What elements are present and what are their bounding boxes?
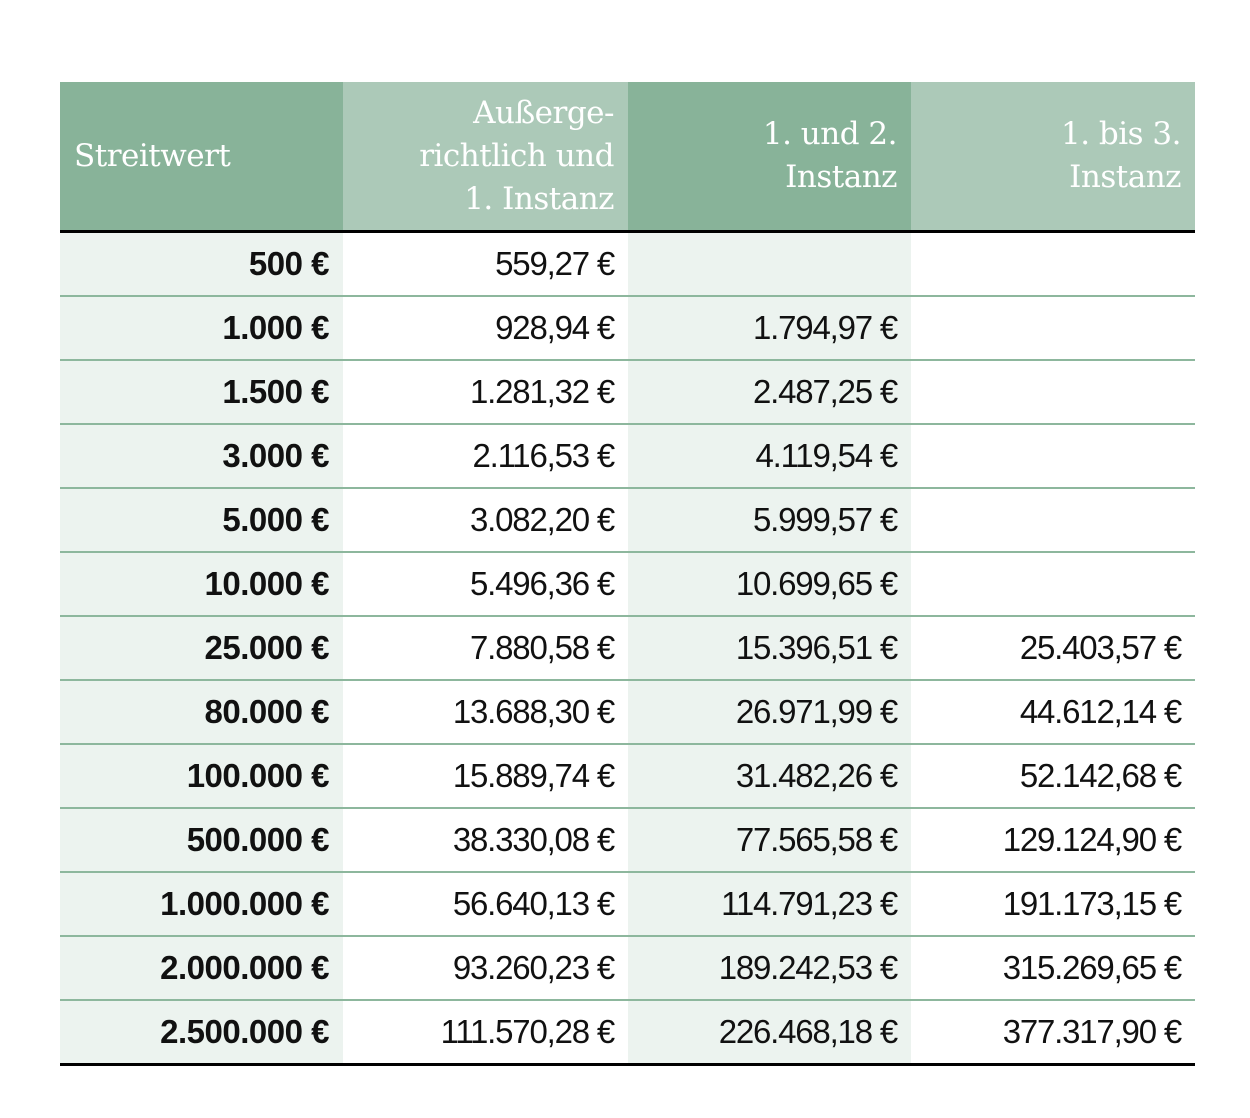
instanz-1-2-cell: 10.699,65 € xyxy=(628,552,911,617)
streitwert-cell: 1.000 € xyxy=(60,296,343,361)
streitwert-cell: 80.000 € xyxy=(60,680,343,745)
table-row: 80.000 €13.688,30 €26.971,99 €44.612,14 … xyxy=(60,680,1195,745)
instanz-1-2-cell: 114.791,23 € xyxy=(628,872,911,937)
instanz-1-3-cell: 191.173,15 € xyxy=(911,872,1195,937)
aussergerichtlich-cell: 7.880,58 € xyxy=(343,616,628,681)
cost-table: Streitwert Außerge- richtlich und 1. Ins… xyxy=(60,82,1195,1066)
instanz-1-3-cell xyxy=(911,231,1195,297)
table-row: 1.000.000 €56.640,13 €114.791,23 €191.17… xyxy=(60,872,1195,937)
table-row: 5.000 €3.082,20 €5.999,57 € xyxy=(60,488,1195,553)
header-row: Streitwert Außerge- richtlich und 1. Ins… xyxy=(60,82,1195,233)
aussergerichtlich-cell: 111.570,28 € xyxy=(343,1000,628,1066)
table-row: 500.000 €38.330,08 €77.565,58 €129.124,9… xyxy=(60,808,1195,873)
aussergerichtlich-cell: 38.330,08 € xyxy=(343,808,628,873)
streitwert-cell: 3.000 € xyxy=(60,424,343,489)
instanz-1-2-cell xyxy=(628,231,911,297)
streitwert-cell: 2.500.000 € xyxy=(60,1000,343,1066)
aussergerichtlich-cell: 559,27 € xyxy=(343,231,628,297)
streitwert-cell: 10.000 € xyxy=(60,552,343,617)
aussergerichtlich-cell: 13.688,30 € xyxy=(343,680,628,745)
table-row: 2.000.000 €93.260,23 €189.242,53 €315.26… xyxy=(60,936,1195,1001)
streitwert-cell: 5.000 € xyxy=(60,488,343,553)
instanz-1-2-cell: 189.242,53 € xyxy=(628,936,911,1001)
instanz-1-2-cell: 77.565,58 € xyxy=(628,808,911,873)
instanz-1-3-cell: 315.269,65 € xyxy=(911,936,1195,1001)
instanz-1-3-cell: 25.403,57 € xyxy=(911,616,1195,681)
table-row: 100.000 €15.889,74 €31.482,26 €52.142,68… xyxy=(60,744,1195,809)
aussergerichtlich-cell: 2.116,53 € xyxy=(343,424,628,489)
header-aussergerichtlich: Außerge- richtlich und 1. Instanz xyxy=(343,82,628,233)
header-instanz-1-2: 1. und 2. Instanz xyxy=(628,82,911,233)
streitwert-cell: 500 € xyxy=(60,231,343,297)
header-streitwert: Streitwert xyxy=(60,82,343,233)
aussergerichtlich-cell: 15.889,74 € xyxy=(343,744,628,809)
instanz-1-3-cell: 377.317,90 € xyxy=(911,1000,1195,1066)
table-row: 25.000 €7.880,58 €15.396,51 €25.403,57 € xyxy=(60,616,1195,681)
instanz-1-2-cell: 15.396,51 € xyxy=(628,616,911,681)
instanz-1-3-cell xyxy=(911,360,1195,425)
table-row: 500 €559,27 € xyxy=(60,231,1195,297)
instanz-1-3-cell: 52.142,68 € xyxy=(911,744,1195,809)
instanz-1-2-cell: 1.794,97 € xyxy=(628,296,911,361)
instanz-1-3-cell xyxy=(911,424,1195,489)
instanz-1-2-cell: 26.971,99 € xyxy=(628,680,911,745)
instanz-1-2-cell: 31.482,26 € xyxy=(628,744,911,809)
aussergerichtlich-cell: 3.082,20 € xyxy=(343,488,628,553)
instanz-1-3-cell xyxy=(911,488,1195,553)
streitwert-cell: 1.500 € xyxy=(60,360,343,425)
instanz-1-2-cell: 5.999,57 € xyxy=(628,488,911,553)
aussergerichtlich-cell: 928,94 € xyxy=(343,296,628,361)
streitwert-cell: 100.000 € xyxy=(60,744,343,809)
instanz-1-3-cell xyxy=(911,552,1195,617)
aussergerichtlich-cell: 1.281,32 € xyxy=(343,360,628,425)
table-row: 2.500.000 €111.570,28 €226.468,18 €377.3… xyxy=(60,1000,1195,1066)
instanz-1-3-cell xyxy=(911,296,1195,361)
instanz-1-3-cell: 44.612,14 € xyxy=(911,680,1195,745)
instanz-1-3-cell: 129.124,90 € xyxy=(911,808,1195,873)
streitwert-cell: 2.000.000 € xyxy=(60,936,343,1001)
instanz-1-2-cell: 4.119,54 € xyxy=(628,424,911,489)
header-instanz-1-3: 1. bis 3. Instanz xyxy=(911,82,1195,233)
aussergerichtlich-cell: 5.496,36 € xyxy=(343,552,628,617)
table-row: 10.000 €5.496,36 €10.699,65 € xyxy=(60,552,1195,617)
table-row: 1.000 €928,94 €1.794,97 € xyxy=(60,296,1195,361)
aussergerichtlich-cell: 56.640,13 € xyxy=(343,872,628,937)
aussergerichtlich-cell: 93.260,23 € xyxy=(343,936,628,1001)
streitwert-cell: 1.000.000 € xyxy=(60,872,343,937)
streitwert-cell: 25.000 € xyxy=(60,616,343,681)
streitwert-cell: 500.000 € xyxy=(60,808,343,873)
table-row: 3.000 €2.116,53 €4.119,54 € xyxy=(60,424,1195,489)
table-row: 1.500 €1.281,32 €2.487,25 € xyxy=(60,360,1195,425)
instanz-1-2-cell: 226.468,18 € xyxy=(628,1000,911,1066)
instanz-1-2-cell: 2.487,25 € xyxy=(628,360,911,425)
